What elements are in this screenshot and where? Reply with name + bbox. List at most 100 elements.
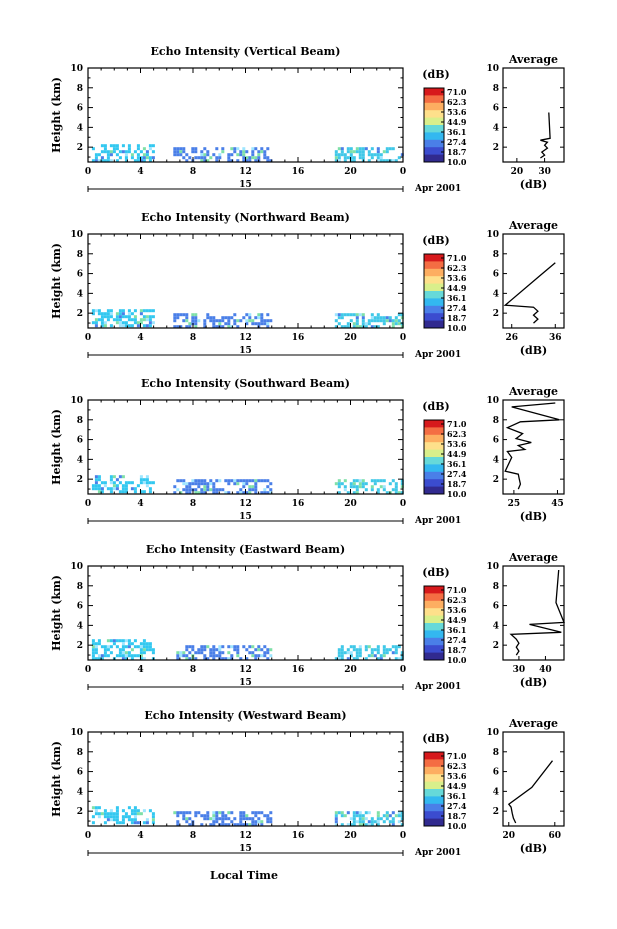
- echo-cell: [185, 316, 189, 320]
- echo-cell: [343, 313, 347, 317]
- average-y-label: 2: [493, 309, 499, 319]
- echo-cell: [248, 645, 252, 649]
- colorbar-level-label: 27.4: [447, 801, 467, 811]
- echo-cell: [151, 812, 155, 816]
- echo-cell: [91, 312, 95, 316]
- echo-cell: [337, 153, 341, 157]
- echo-cell: [361, 814, 365, 818]
- echo-cell: [364, 817, 368, 821]
- echo-cell: [242, 823, 246, 827]
- echo-cell: [361, 313, 365, 317]
- echo-cell: [355, 657, 359, 661]
- echo-cell: [115, 812, 119, 816]
- echo-cell: [242, 159, 246, 163]
- y-tick-label: 2: [77, 641, 83, 651]
- echo-cell: [343, 488, 347, 492]
- echo-cell: [242, 817, 246, 821]
- echo-cell: [242, 147, 246, 151]
- colorbar-frame: [423, 419, 445, 495]
- echo-cell: [142, 642, 146, 646]
- echo-cell: [194, 814, 198, 818]
- echo-cell: [245, 657, 249, 661]
- echo-cell: [245, 823, 249, 827]
- echo-cell: [191, 147, 195, 151]
- echo-cell: [379, 485, 383, 489]
- echo-cell: [245, 156, 249, 160]
- echo-cell: [188, 488, 192, 492]
- echo-cell: [121, 321, 125, 325]
- colorbar-swatch: [424, 615, 444, 624]
- echo-cell: [218, 325, 222, 329]
- echo-cell: [221, 316, 225, 320]
- echo-cell: [376, 651, 380, 655]
- colorbar-level-label: 53.6: [447, 439, 467, 449]
- echo-cell: [400, 654, 404, 658]
- echo-cell: [370, 147, 374, 151]
- echo-cell: [361, 322, 365, 326]
- echo-cell: [355, 491, 359, 495]
- echo-cell: [254, 322, 258, 326]
- echo-cell: [224, 316, 228, 320]
- colorbar-level-label: 71.0: [447, 253, 467, 263]
- echo-cell: [209, 654, 213, 658]
- echo-cell: [230, 645, 234, 649]
- echo-cell: [367, 150, 371, 154]
- y-tick-label: 2: [77, 309, 83, 319]
- colorbar-swatch: [424, 766, 444, 775]
- echo-cell: [179, 811, 183, 815]
- average-x-label: 20: [502, 831, 515, 841]
- echo-cell: [352, 325, 356, 329]
- echo-cell: [260, 319, 264, 323]
- echo-cell: [349, 485, 353, 489]
- echo-cell: [370, 319, 374, 323]
- echo-cell: [254, 820, 258, 824]
- colorbar-swatch: [424, 88, 444, 96]
- echo-cell: [358, 147, 362, 151]
- average-y-label: 2: [493, 143, 499, 153]
- echo-cell: [376, 156, 380, 160]
- y-axis-label: Height (km): [50, 243, 63, 319]
- echo-cell: [151, 321, 155, 325]
- colorbar-swatch: [424, 132, 444, 141]
- echo-cell: [260, 316, 264, 320]
- x-tick-label: 0: [400, 831, 406, 841]
- echo-cell: [230, 479, 234, 483]
- echo-cell: [121, 484, 125, 488]
- colorbar-level-label: 71.0: [447, 585, 467, 595]
- echo-cell: [200, 153, 204, 157]
- echo-cell: [173, 147, 177, 151]
- average-profile-line: [504, 402, 560, 490]
- echo-cell: [343, 814, 347, 818]
- echo-cell: [361, 820, 365, 824]
- x-tick-label: 0: [85, 499, 91, 509]
- echo-cell: [352, 645, 356, 649]
- echo-cell: [257, 156, 261, 160]
- echo-cell: [145, 818, 149, 822]
- echo-cell: [400, 817, 404, 821]
- echo-cell: [103, 809, 107, 813]
- echo-cell: [151, 315, 155, 319]
- echo-cell: [209, 479, 213, 483]
- y-tick-label: 10: [70, 64, 83, 74]
- echo-cell: [376, 814, 380, 818]
- echo-cell: [260, 313, 264, 317]
- echo-cell: [221, 657, 225, 661]
- echo-cell: [340, 325, 344, 329]
- echo-cell: [151, 309, 155, 313]
- echo-cell: [400, 482, 404, 486]
- average-x-label: 30: [538, 167, 551, 177]
- average-y-label: 10: [486, 230, 499, 240]
- echo-cell: [340, 657, 344, 661]
- x-axis-title: Local Time: [210, 869, 278, 882]
- echo-cell: [133, 639, 137, 643]
- echo-cell: [197, 648, 201, 652]
- y-tick-label: 6: [77, 270, 83, 280]
- echo-cell: [373, 319, 377, 323]
- echo-cell: [352, 817, 356, 821]
- echo-cell: [391, 811, 395, 815]
- echo-cell: [133, 321, 137, 325]
- echo-cell: [340, 153, 344, 157]
- colorbar-swatch: [424, 796, 444, 805]
- echo-cell: [254, 159, 258, 163]
- echo-cell: [139, 312, 143, 316]
